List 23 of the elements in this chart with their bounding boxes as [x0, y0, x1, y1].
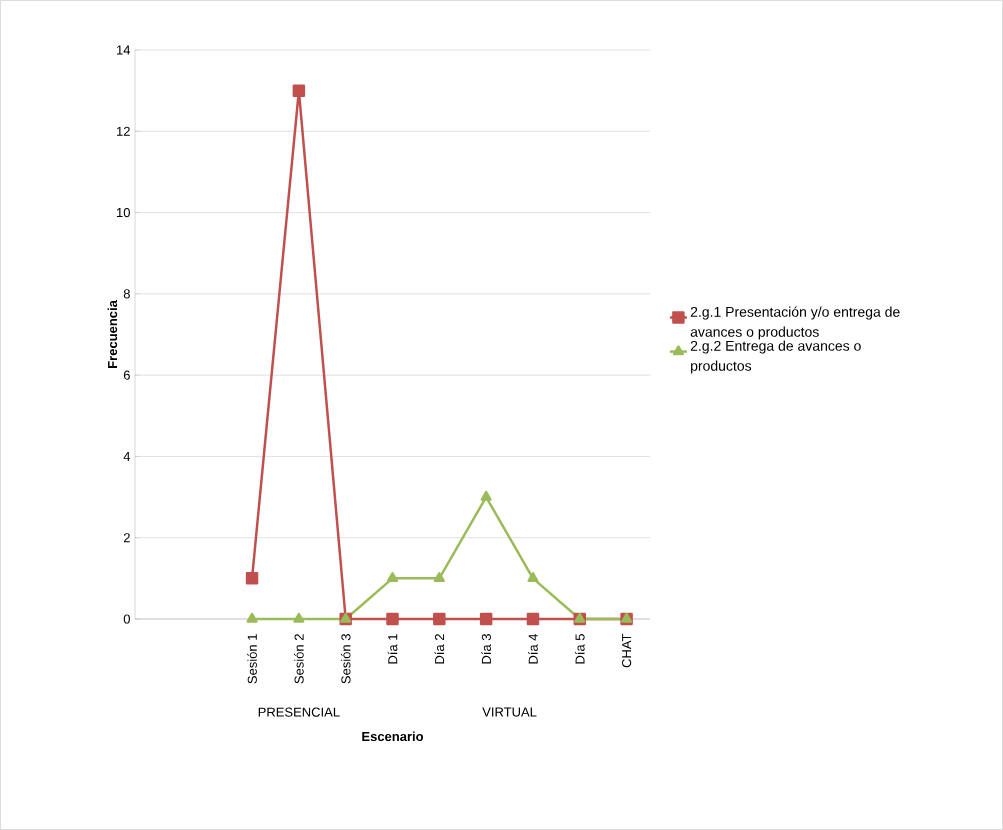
x-tick-label: Día 3	[481, 634, 491, 664]
y-tick-label: 4	[123, 451, 131, 461]
y-tick-label: 6	[123, 370, 130, 380]
x-axis-title: Escenario	[362, 731, 424, 742]
y-tick-label: 8	[123, 289, 130, 299]
x-tick-label: CHAT	[622, 633, 632, 668]
x-tick-label: Día 4	[528, 633, 538, 664]
x-tick-label: Sesión 2	[294, 634, 304, 684]
x-tick-label: Día 5	[574, 634, 585, 664]
x-tick-label: Sesión 3	[340, 634, 351, 684]
x-tick-label: Día 2	[434, 634, 445, 664]
y-tick-label: 2	[123, 533, 130, 543]
text: PRESENCIAL	[258, 707, 340, 717]
y-tick-label: 12	[116, 126, 130, 136]
x-tick-label: Sesión 1	[247, 634, 257, 684]
x-tick-label: Día 1	[387, 634, 398, 664]
text: VIRTUAL	[482, 707, 537, 717]
legend-label: 2.g.2 Entrega de avances o productos	[690, 340, 861, 374]
y-tick-label: 0	[123, 614, 130, 624]
y-tick-label: 14	[116, 45, 131, 55]
y-axis-title: Frecuencia	[107, 300, 118, 368]
y-tick-label: 10	[116, 207, 130, 218]
legend-label: 2.g.1 Presentación y/o entrega de avances o productos	[690, 306, 900, 340]
